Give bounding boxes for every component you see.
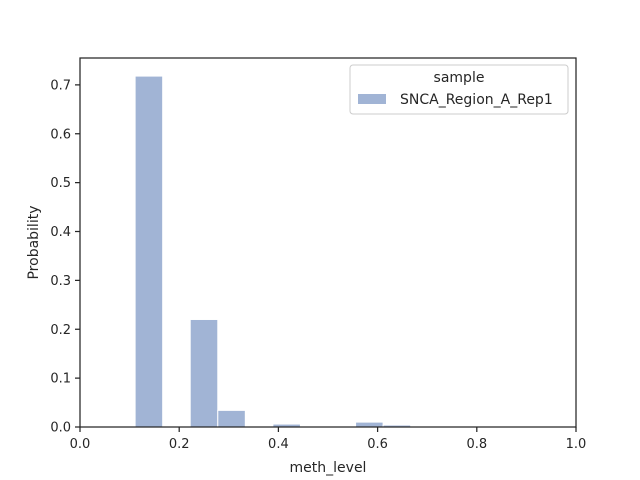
y-tick-label: 0.2 [50, 323, 71, 338]
legend-swatch [358, 94, 386, 104]
y-tick-label: 0.3 [50, 274, 71, 289]
y-axis-label: Probability [26, 205, 42, 279]
legend-box [349, 64, 569, 115]
histogram-bar [355, 421, 384, 428]
legend: sample SNCA_Region_A_Rep1 [349, 64, 569, 115]
x-tick-label: 0.0 [70, 437, 91, 452]
legend-entry-label: SNCA_Region_A_Rep1 [400, 92, 553, 108]
y-tick-label: 0.0 [50, 421, 71, 436]
y-axis-ticks: 0.0 0.1 0.2 0.3 0.4 0.5 0.6 0.7 [50, 78, 80, 436]
y-tick-label: 0.5 [50, 176, 71, 191]
x-axis-label: meth_level [290, 460, 367, 476]
x-axis-ticks: 0.0 0.2 0.4 0.6 0.8 1.0 [70, 427, 587, 452]
y-tick-label: 0.7 [50, 78, 71, 93]
y-tick-label: 0.6 [50, 127, 71, 142]
histogram-bar [134, 75, 164, 428]
y-tick-label: 0.1 [50, 372, 71, 387]
x-tick-label: 1.0 [566, 437, 587, 452]
plot-frame [79, 57, 577, 428]
x-tick-label: 0.4 [268, 437, 289, 452]
x-tick-label: 0.2 [169, 437, 190, 452]
x-tick-label: 0.6 [367, 437, 388, 452]
histogram-bar [189, 318, 219, 428]
histogram-bar [217, 409, 246, 428]
x-tick-label: 0.8 [466, 437, 487, 452]
legend-title: sample [434, 70, 485, 86]
bars-layer [134, 75, 412, 428]
y-tick-label: 0.4 [50, 225, 71, 240]
